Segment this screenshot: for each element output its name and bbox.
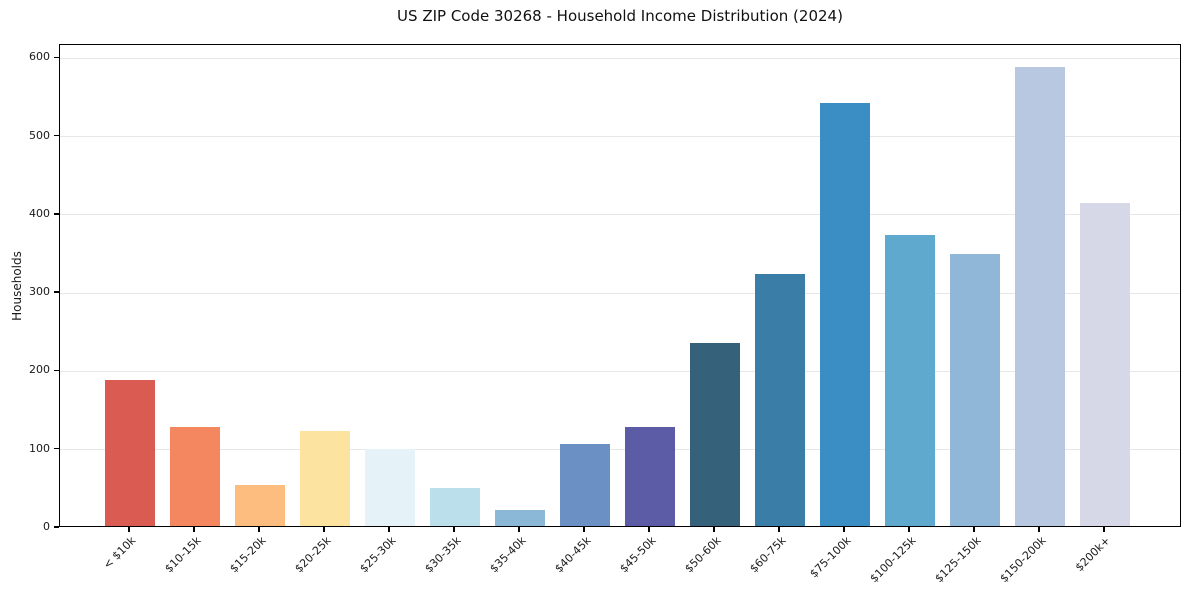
y-tick-mark [54,134,59,137]
x-tick-label: $200k+ [1073,534,1114,575]
y-tick-mark [54,213,59,215]
x-tick-label: $125-150k [932,534,984,586]
bar-150-200k [1015,67,1065,526]
chart-title: US ZIP Code 30268 - Household Income Dis… [397,7,843,25]
bar-75-100k [820,102,870,526]
bar-45-50k [625,427,675,526]
y-tick-label: 600 [29,50,50,64]
x-tick-label: $15-20k [226,534,269,576]
x-tick-mark [1038,527,1040,532]
y-tick-label: 0 [43,520,50,533]
y-tick-label: 300 [29,285,50,299]
gridline-y-500 [60,136,1180,138]
bar-125-150k [950,254,1000,526]
bar-10k [105,379,155,526]
y-tick-mark [54,56,59,59]
bar-15-20k [235,485,285,526]
gridline-y-300 [60,292,1180,294]
x-tick-mark [128,527,130,532]
x-tick-label: $30-35k [421,534,464,576]
x-tick-mark [1103,527,1105,532]
x-tick-label: $40-45k [551,534,594,576]
bar-35-40k [495,509,545,526]
bar-200k [1080,203,1130,526]
y-tick-label: 400 [29,206,50,220]
gridline-y-600 [60,57,1180,59]
gridline-y-200 [60,370,1180,372]
y-tick-mark [54,447,59,450]
x-tick-mark [323,527,325,532]
y-tick-label: 500 [29,128,50,142]
x-tick-label: $100-125k [867,534,919,586]
bar-25-30k [365,448,415,526]
y-tick-label: 200 [29,363,50,377]
bar-60-75k [755,273,805,526]
x-tick-label: $10-15k [161,534,204,576]
x-tick-mark [258,527,260,532]
x-tick-mark [713,527,715,532]
x-tick-label: $75-100k [806,534,854,581]
x-tick-mark [193,527,195,532]
x-tick-label: $60-75k [746,534,789,576]
x-tick-mark [583,527,585,532]
bar-100-125k [885,234,935,526]
y-tick-mark [54,369,59,372]
x-tick-label: $45-50k [616,534,659,576]
x-tick-label: $50-60k [681,534,724,576]
x-tick-label: $20-25k [291,534,334,576]
x-tick-mark [843,527,845,532]
plot-area [59,44,1181,527]
gridline-y-400 [60,214,1180,216]
y-tick-mark [54,291,59,293]
x-tick-label: $35-40k [486,534,529,576]
x-tick-mark [973,527,975,532]
x-tick-label: $150-200k [997,534,1049,586]
x-tick-label: $25-30k [356,534,399,576]
x-tick-mark [778,527,780,532]
x-tick-mark [518,527,520,532]
y-tick-mark [54,526,59,528]
bar-50-60k [690,342,740,526]
x-tick-mark [453,527,455,532]
x-tick-mark [908,527,910,532]
y-tick-label: 100 [29,441,50,455]
bar-20-25k [300,430,350,526]
x-tick-mark [388,527,390,532]
bar-30-35k [430,488,480,526]
bar-40-45k [560,443,610,526]
bar-10-15k [170,426,220,526]
gridline-y-100 [60,449,1180,451]
x-tick-mark [648,527,650,532]
x-tick-label: < $10k [100,534,139,572]
